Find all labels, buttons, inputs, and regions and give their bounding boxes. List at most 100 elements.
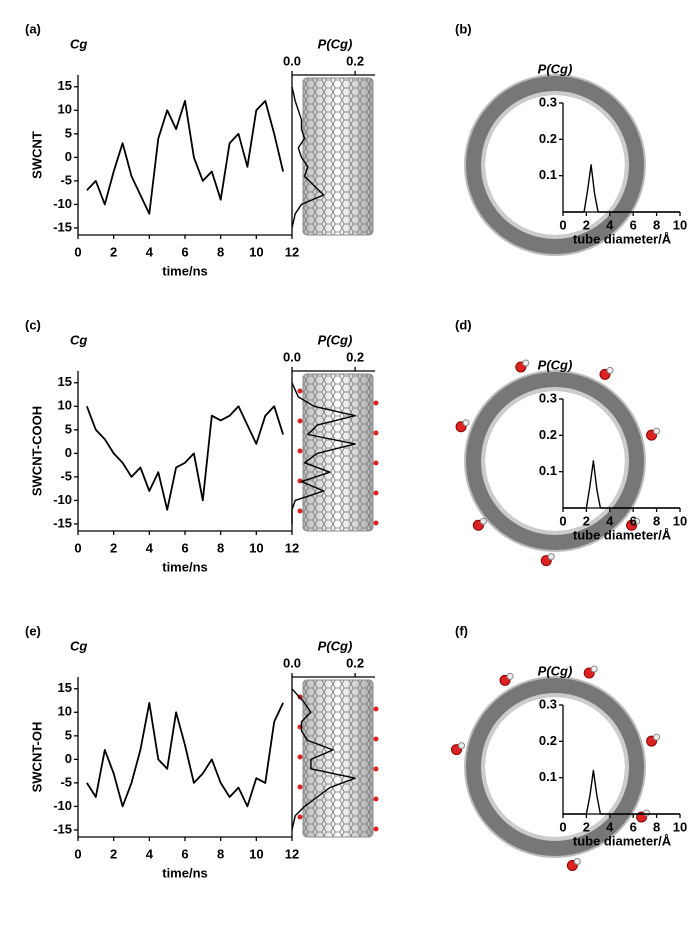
y-tick-label: 0: [65, 751, 72, 766]
functional-group-h: [590, 665, 598, 673]
x-tick-label: 2: [583, 513, 590, 528]
y-tick-label: -5: [60, 172, 72, 187]
x-tick-label: 12: [285, 846, 299, 861]
y-tick-label: -10: [53, 196, 72, 211]
x-tick-label: 2: [583, 819, 590, 834]
data-line: [86, 100, 284, 215]
nanotube: [302, 679, 374, 838]
x-tick-label: 4: [146, 846, 154, 861]
x-tick-label: 8: [217, 846, 224, 861]
panel-label: (e): [25, 623, 41, 638]
functional-group: [373, 766, 379, 772]
x-tick-label: 10: [673, 217, 687, 232]
x-tick-label: 4: [146, 540, 154, 555]
functional-group: [373, 706, 379, 712]
x-tick-label: 8: [217, 540, 224, 555]
x-tick-label: 8: [217, 244, 224, 259]
y-tick-label: 5: [65, 125, 72, 140]
y-axis-title: Cg: [70, 332, 87, 347]
panel-label: (f): [455, 623, 468, 638]
tube-ring-outer: [464, 676, 646, 858]
functional-group-h: [633, 517, 641, 525]
x-tick-label: 10: [249, 846, 263, 861]
x-tick-label: 12: [285, 540, 299, 555]
functional-group: [373, 460, 379, 466]
x-tick-label: 2: [110, 540, 117, 555]
data-line: [291, 688, 356, 831]
panel-label: (c): [25, 317, 41, 332]
y-tick-label: 0.1: [539, 463, 557, 478]
x-tick-label: 0: [74, 540, 81, 555]
y-tick-label: -10: [53, 798, 72, 813]
x-axis-title: P(Cg): [318, 332, 353, 347]
functional-group-h: [606, 366, 614, 374]
nanotube: [302, 77, 374, 236]
y-tick-label: 0: [65, 445, 72, 460]
y-tick-label: -15: [53, 515, 72, 530]
x-axis-title: tube diameter/Å: [573, 231, 672, 246]
y-tick-label: -15: [53, 219, 72, 234]
y-tick-label: 5: [65, 727, 72, 742]
functional-group: [297, 784, 303, 790]
functional-group: [373, 826, 379, 832]
y-tick-label: -5: [60, 468, 72, 483]
functional-group-h: [458, 742, 466, 750]
functional-group-h: [479, 517, 487, 525]
x-tick-label: 6: [181, 244, 188, 259]
data-line: [86, 702, 284, 808]
tube-ring-inner: [481, 91, 629, 239]
y-tick-label: 0.2: [539, 427, 557, 442]
functional-group: [297, 754, 303, 760]
functional-group-h: [462, 419, 470, 427]
panel-label: (b): [455, 21, 472, 36]
x-tick-label: 0: [559, 513, 566, 528]
x-tick-label: 0: [74, 244, 81, 259]
y-tick-label: 15: [58, 680, 72, 695]
row-label: SWCNT-OH: [29, 722, 44, 793]
x-tick-label: 4: [146, 244, 154, 259]
x-axis-title: time/ns: [162, 865, 208, 880]
x-axis-title: tube diameter/Å: [573, 527, 672, 542]
functional-group-h: [547, 553, 555, 561]
y-tick-label: 15: [58, 374, 72, 389]
y-axis-title: Cg: [70, 36, 87, 51]
row-label: SWCNT: [29, 131, 44, 179]
functional-group: [373, 520, 379, 526]
x-tick-label: 0.2: [346, 53, 364, 68]
tube-ring-inner: [481, 693, 629, 841]
tube-ring-inner: [481, 387, 629, 535]
functional-group: [373, 400, 379, 406]
y-tick-label: 0.3: [539, 390, 557, 405]
x-tick-label: 8: [653, 217, 660, 232]
y-tick-label: -10: [53, 492, 72, 507]
y-tick-label: 0.1: [539, 769, 557, 784]
panel-label: (a): [25, 21, 41, 36]
x-tick-label: 6: [630, 217, 637, 232]
x-tick-label: 0.0: [283, 655, 301, 670]
y-tick-label: 10: [58, 704, 72, 719]
x-tick-label: 10: [673, 513, 687, 528]
data-line: [291, 382, 356, 524]
y-tick-label: 0.3: [539, 696, 557, 711]
y-tick-label: 0.2: [539, 733, 557, 748]
data-line: [86, 405, 284, 511]
tube-ring-outer: [464, 74, 646, 256]
functional-group: [297, 388, 303, 394]
x-axis-title: time/ns: [162, 559, 208, 574]
panel-label: (d): [455, 317, 472, 332]
y-tick-label: 0.1: [539, 167, 557, 182]
functional-group-h: [643, 809, 651, 817]
functional-group: [373, 736, 379, 742]
functional-group-h: [506, 672, 514, 680]
x-axis-title: P(Cg): [318, 638, 353, 653]
data-line: [563, 769, 680, 815]
x-axis-title: time/ns: [162, 263, 208, 278]
tube-ring: [465, 75, 645, 255]
y-tick-label: 0: [65, 149, 72, 164]
nanotube: [302, 373, 374, 532]
x-tick-label: 10: [249, 540, 263, 555]
x-tick-label: 6: [630, 513, 637, 528]
functional-group-h: [653, 427, 661, 435]
y-tick-label: -15: [53, 821, 72, 836]
